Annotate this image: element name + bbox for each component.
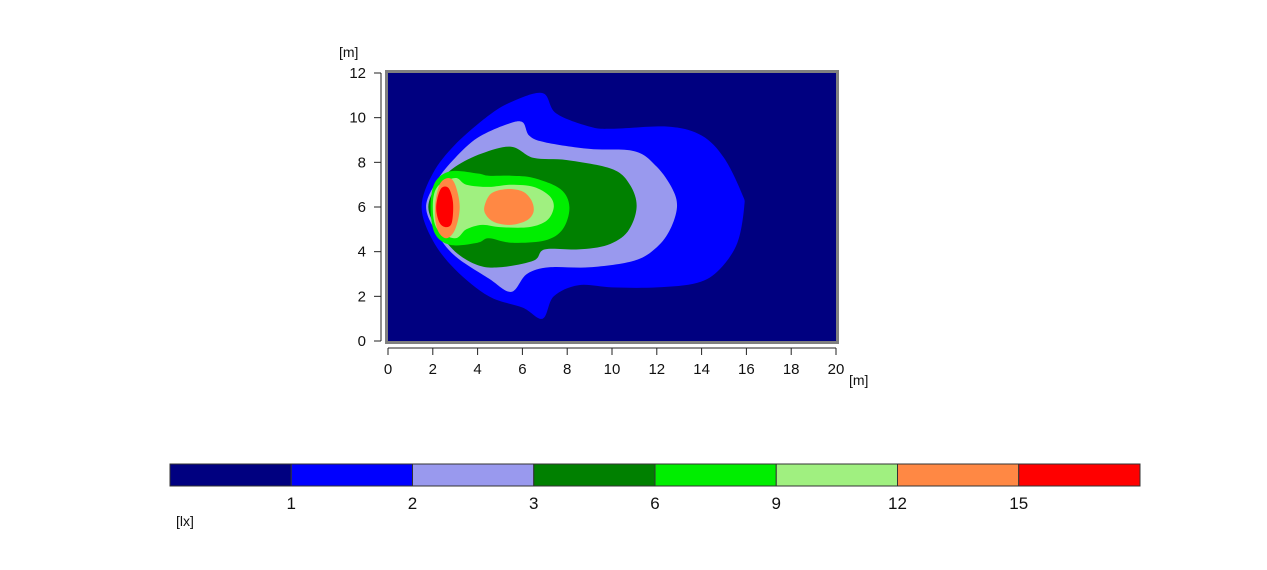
y-axis-ticks: 0 2 4 6 8 10 12: [349, 65, 381, 350]
plot-frame: [385, 70, 839, 344]
y-tick-label: 8: [358, 154, 366, 171]
x-tick-label: 0: [384, 361, 392, 378]
legend-threshold-label: 9: [772, 494, 781, 513]
x-tick-label: 16: [738, 361, 755, 378]
y-axis-unit: [m]: [339, 44, 358, 60]
y-tick-label: 6: [358, 199, 366, 216]
x-tick-label: 18: [783, 361, 800, 378]
y-tick-label: 4: [358, 244, 366, 261]
color-legend: 1 2 3 6 9 12 15: [169, 463, 1141, 513]
legend-threshold-label: 15: [1009, 494, 1028, 513]
legend-threshold-label: 1: [287, 494, 296, 513]
contour-band: [436, 186, 454, 228]
x-tick-label: 12: [648, 361, 665, 378]
x-tick-label: 6: [518, 361, 526, 378]
legend-threshold-label: 3: [529, 494, 538, 513]
x-tick-label: 10: [604, 361, 621, 378]
legend-unit: [lx]: [176, 513, 194, 529]
legend-swatch: [412, 463, 535, 487]
legend-threshold-label: 12: [888, 494, 907, 513]
x-tick-label: 2: [429, 361, 437, 378]
legend-swatch: [654, 463, 777, 487]
legend-threshold-label: 2: [408, 494, 417, 513]
x-tick-label: 4: [473, 361, 481, 378]
x-tick-label: 20: [828, 361, 845, 378]
legend-threshold-label: 6: [650, 494, 659, 513]
x-tick-label: 14: [693, 361, 710, 378]
x-axis-ticks: 0 2 4 6 8 10 12 14 16 18 20: [384, 348, 845, 378]
legend-swatch: [1018, 463, 1141, 487]
legend-swatch: [290, 463, 413, 487]
legend-swatch: [533, 463, 656, 487]
y-tick-label: 2: [358, 288, 366, 305]
legend-swatch: [897, 463, 1020, 487]
x-tick-label: 8: [563, 361, 571, 378]
contour-band: [484, 189, 534, 225]
legend-swatch: [775, 463, 898, 487]
y-tick-label: 10: [349, 110, 366, 127]
plot-area: [388, 73, 836, 341]
y-tick-label: 0: [358, 333, 366, 350]
x-axis-unit: [m]: [849, 372, 868, 388]
legend-swatch: [169, 463, 292, 487]
y-tick-label: 12: [349, 65, 366, 82]
